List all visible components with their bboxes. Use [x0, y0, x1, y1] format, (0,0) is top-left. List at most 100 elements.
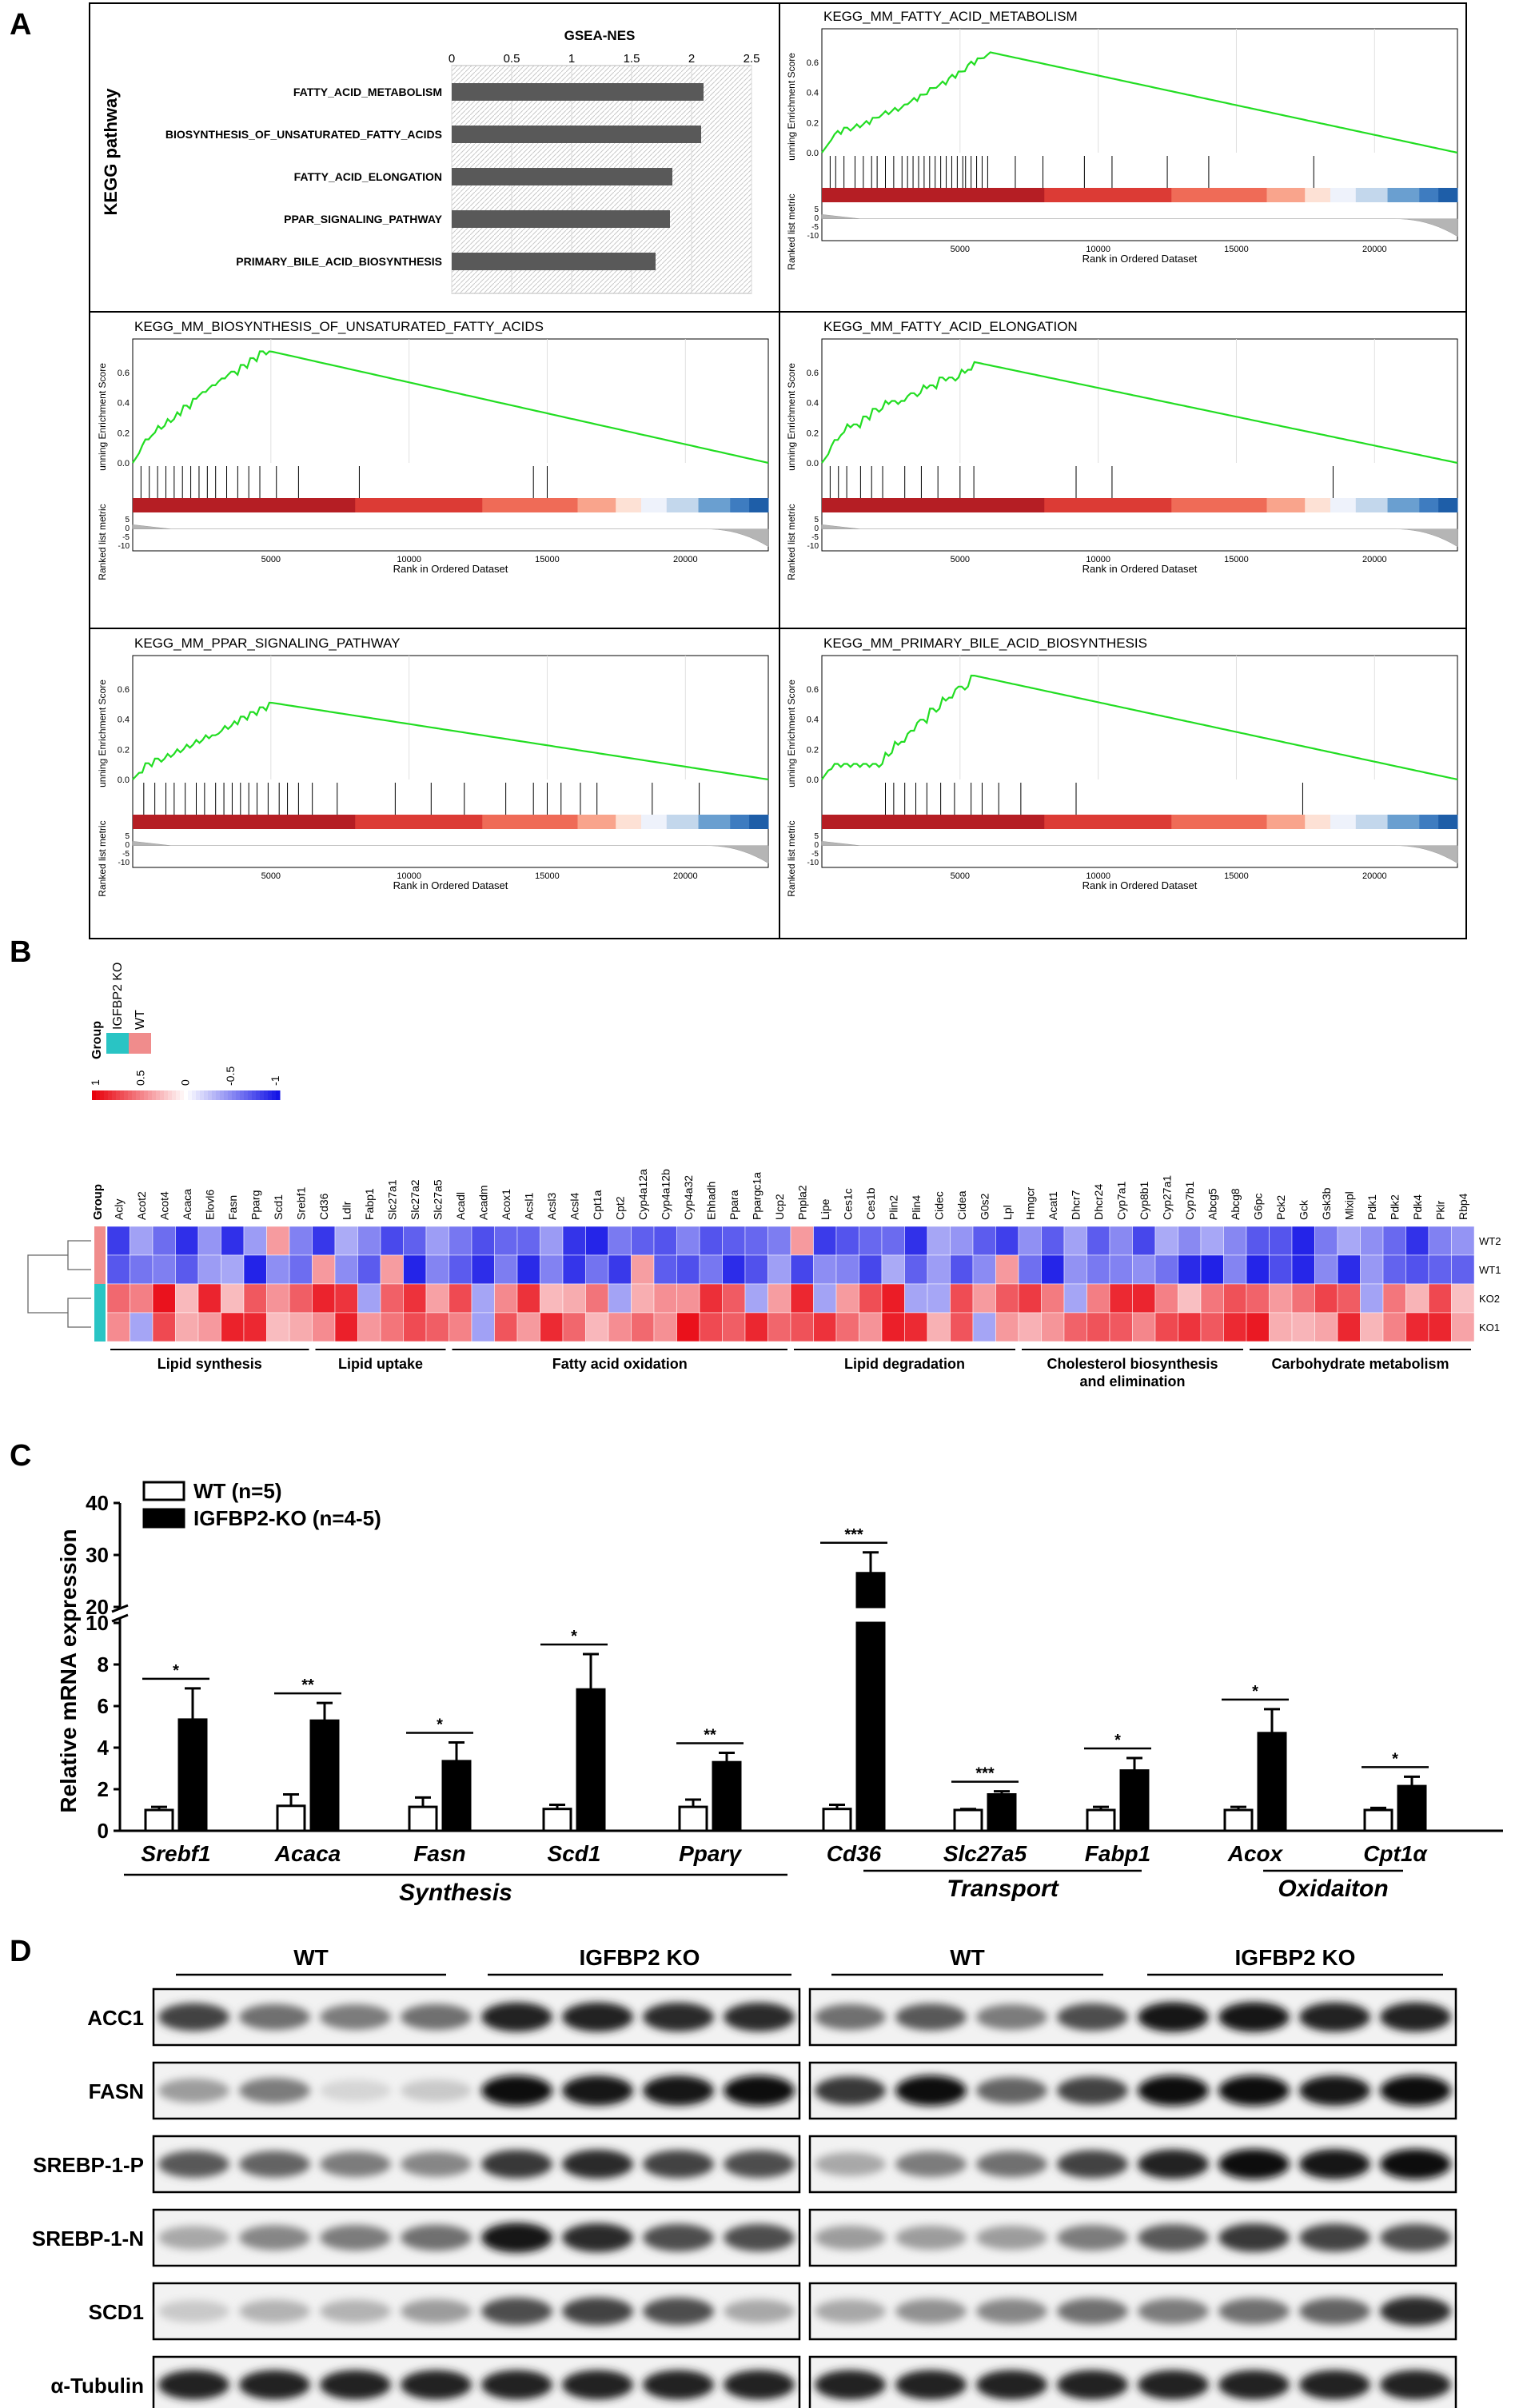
gsea-es-tick: 0.6 [807, 369, 819, 378]
heatmap-gene-label: Slc27a5 [431, 1179, 444, 1220]
heatmap-cell [1063, 1312, 1087, 1342]
heatmap-cell [653, 1254, 677, 1285]
heatmap-cell [380, 1312, 404, 1342]
heatmap-gene-label: Cpt1a [591, 1190, 604, 1220]
heatmap-cell [950, 1283, 974, 1314]
gsea-title: KEGG_MM_PPAR_SIGNALING_PATHWAY [134, 636, 401, 651]
heatmap-cell [1291, 1312, 1315, 1342]
legend-ko-text: IGFBP2-KO (n=4-5) [193, 1506, 381, 1530]
gene-category-label: Scd1 [548, 1841, 601, 1866]
blot-band [643, 2223, 714, 2252]
blot-band [401, 2003, 472, 2031]
heatmap-cell [1428, 1283, 1452, 1314]
protein-label: SREBP-1-P [33, 2153, 144, 2177]
heatmap-cell [562, 1254, 586, 1285]
heatmap-cell [722, 1226, 746, 1256]
heatmap-cell [859, 1226, 883, 1256]
heatmap-cell [722, 1254, 746, 1285]
heatmap-cell [289, 1226, 313, 1256]
nes-category-label: BIOSYNTHESIS_OF_UNSATURATED_FATTY_ACIDS [165, 128, 442, 141]
legend-gradient-step [220, 1090, 225, 1100]
blot-band [643, 2150, 714, 2179]
panel-letter-a: A [10, 8, 32, 42]
heatmap-cell [152, 1226, 176, 1256]
nes-bar [452, 253, 656, 270]
legend-gradient-step [184, 1090, 189, 1100]
heatmap-gene-label: Abcg8 [1229, 1188, 1242, 1220]
heatmap-cell [972, 1312, 996, 1342]
blot-band [1299, 2149, 1370, 2179]
gsea-x-tick: 20000 [1362, 555, 1387, 564]
blot-band [895, 2370, 967, 2400]
legend-gradient-step [176, 1090, 181, 1100]
gene-category-label: Acox [1227, 1841, 1284, 1866]
mrna-bar [177, 1718, 208, 1832]
group-label: Synthesis [399, 1880, 512, 1906]
blot-band [1380, 2075, 1451, 2106]
blot-band [815, 2152, 886, 2176]
heatmap-cell [1337, 1283, 1361, 1314]
legend-gradient-step [200, 1090, 205, 1100]
gsea-rank-bar [577, 815, 616, 829]
gsea-rank-bar [1419, 188, 1439, 202]
heatmap-row-label: KO1 [1479, 1322, 1500, 1334]
gsea-rank-bar [1387, 498, 1420, 512]
heatmap-cell [927, 1312, 951, 1342]
gsea-es-tick: 0.0 [807, 149, 819, 158]
heatmap-cell [221, 1254, 245, 1285]
gsea-metric-tick: -10 [807, 542, 819, 551]
legend-gradient-step [164, 1090, 169, 1100]
blot-band [562, 2370, 633, 2400]
heatmap-cell [1360, 1254, 1384, 1285]
bar-legend: WT (n=5) IGFBP2-KO (n=4-5) [142, 1479, 381, 1530]
blot-band [401, 2224, 472, 2251]
blot-band [1138, 2149, 1209, 2179]
heatmap-cell [1200, 1312, 1224, 1342]
heatmap-cell [972, 1226, 996, 1256]
significance-marker: *** [975, 1765, 995, 1783]
gene-category-label: Fabp1 [1085, 1841, 1150, 1866]
blot-group-label: WT [950, 1945, 985, 1970]
heatmap-cell [1360, 1226, 1384, 1256]
legend-wt-text: WT (n=5) [193, 1479, 282, 1503]
blot-band [1138, 2370, 1209, 2400]
gsea-metric-tick: 0 [125, 841, 130, 850]
gsea-frame [821, 655, 1458, 868]
heatmap-cell [540, 1312, 564, 1342]
heatmap-cell [175, 1226, 199, 1256]
significance-marker: * [1252, 1683, 1258, 1700]
axis-break [111, 1604, 129, 1623]
blot-band [815, 2003, 886, 2031]
heatmap-cell [1314, 1283, 1338, 1314]
heatmap-cell [585, 1312, 609, 1342]
mrna-bar [1086, 1808, 1116, 1832]
mrna-bar [1223, 1808, 1254, 1832]
blot-band [158, 2003, 229, 2031]
gene-category-label: Acaca [274, 1841, 341, 1866]
heatmap-cell [768, 1226, 791, 1256]
heatmap-cell [1405, 1283, 1429, 1314]
group-label: Oxidaiton [1278, 1876, 1388, 1902]
gsea-es-label: unning Enrichment Score [97, 680, 108, 787]
heatmap-gene-label: G6pc [1251, 1194, 1264, 1220]
gsea-rank-bar [822, 815, 1045, 829]
heatmap-cell [266, 1254, 290, 1285]
legend-scale-label: 1 [89, 1079, 102, 1086]
heatmap-cell [425, 1254, 449, 1285]
gene-category-label: Cpt1α [1363, 1841, 1428, 1866]
gsea-rank-bar [355, 498, 483, 512]
nes-bar [452, 83, 704, 101]
gsea-metric-area [132, 841, 769, 864]
blot-band [1299, 2002, 1370, 2032]
heatmap-gene-label: Cidec [932, 1191, 945, 1220]
gsea-rank-bar [1330, 498, 1357, 512]
gsea-rank-bar [822, 498, 1045, 512]
gsea-rank-bar [1044, 188, 1172, 202]
heatmap-cell [1382, 1283, 1406, 1314]
heatmap-cell [221, 1226, 245, 1256]
heatmap-cell [449, 1283, 472, 1314]
heatmap-cell [1246, 1283, 1270, 1314]
legend-gradient-step [224, 1090, 229, 1100]
gsea-rank-bar [616, 815, 642, 829]
blot-band [1138, 2298, 1209, 2324]
